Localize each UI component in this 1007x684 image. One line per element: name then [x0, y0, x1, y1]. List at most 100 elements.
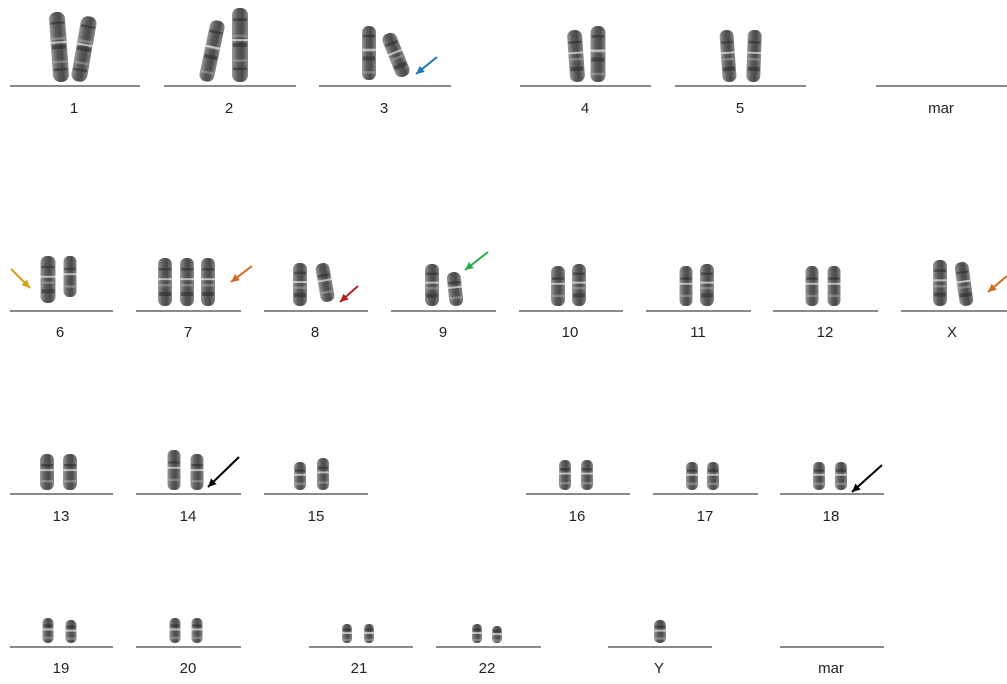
band: [294, 293, 306, 298]
band: [41, 464, 53, 467]
chromatid: [590, 26, 606, 82]
chromatid: [158, 258, 172, 306]
band: [573, 272, 585, 275]
band: [448, 280, 461, 285]
band: [836, 469, 846, 472]
chromatid: [201, 258, 215, 306]
chromatid: [719, 29, 737, 83]
label-10: 10: [561, 324, 579, 341]
band: [64, 267, 76, 271]
band: [687, 482, 697, 486]
band: [814, 482, 824, 486]
band: [934, 285, 946, 288]
band: [159, 268, 171, 271]
chromatid: [707, 462, 719, 490]
band: [426, 293, 438, 298]
band: [655, 625, 665, 629]
chromatid: [40, 256, 56, 303]
band: [390, 54, 404, 62]
band: [233, 43, 247, 47]
centromere: [834, 473, 848, 476]
band: [426, 287, 438, 290]
band: [708, 469, 718, 472]
chromatid: [567, 29, 585, 83]
chromosome: [199, 20, 225, 82]
chromatid: [813, 462, 825, 490]
band: [294, 286, 306, 289]
centromere: [424, 281, 440, 284]
band: [159, 284, 171, 287]
chromosome: [446, 271, 464, 307]
centromere: [316, 471, 330, 474]
band: [956, 270, 969, 275]
chromosome: [316, 458, 330, 490]
centromere: [39, 275, 57, 278]
chromosome: [71, 16, 97, 82]
centromere: [685, 473, 699, 476]
band: [191, 480, 203, 483]
chromosome: [200, 258, 216, 306]
chromatid: [199, 20, 225, 82]
chromosome: [699, 264, 715, 306]
chromosome: [932, 260, 948, 306]
band: [181, 268, 193, 271]
chromosome: [491, 626, 503, 643]
label-3: 3: [379, 100, 389, 117]
label-8: 8: [310, 324, 320, 341]
band: [747, 66, 760, 72]
chromosome: [746, 29, 763, 83]
band: [192, 636, 202, 640]
band: [318, 481, 328, 484]
band: [202, 268, 214, 271]
band: [591, 50, 605, 53]
band: [295, 482, 305, 486]
band: [687, 469, 697, 472]
chromosome: [166, 450, 182, 490]
band: [582, 482, 592, 485]
centromere: [49, 40, 68, 45]
band: [582, 468, 592, 471]
band: [170, 624, 180, 627]
band: [41, 289, 55, 294]
band: [958, 285, 971, 290]
band: [200, 69, 215, 75]
label-14: 14: [179, 508, 197, 525]
band: [73, 67, 88, 73]
centromere: [826, 282, 842, 285]
centromere: [550, 282, 566, 285]
band: [569, 57, 583, 61]
band: [294, 271, 306, 275]
centromere: [62, 273, 78, 276]
chromosome: [62, 454, 78, 490]
chromosome: [361, 26, 377, 80]
centromere: [166, 466, 182, 469]
band: [192, 624, 202, 627]
band: [64, 464, 76, 467]
chromatid: [551, 266, 565, 306]
centromere: [75, 42, 94, 48]
band: [233, 67, 247, 71]
chromosome: [39, 454, 55, 490]
band: [43, 624, 53, 627]
chromatid: [805, 266, 819, 306]
centromere: [571, 281, 587, 284]
band: [591, 35, 605, 38]
band: [573, 293, 585, 298]
chromosome: [571, 264, 587, 306]
band: [722, 57, 735, 61]
band: [747, 57, 760, 61]
label-16: 16: [568, 508, 586, 525]
arrow-gold-head: [21, 279, 30, 288]
band: [836, 482, 846, 486]
chromosome: [834, 462, 848, 490]
chromatid: [700, 264, 714, 306]
band: [53, 67, 68, 72]
band: [701, 293, 713, 298]
band: [473, 628, 481, 631]
centromere: [653, 629, 667, 632]
label-21: 21: [350, 660, 368, 677]
band: [363, 34, 375, 38]
band: [560, 482, 570, 485]
chromosome: [49, 11, 69, 83]
